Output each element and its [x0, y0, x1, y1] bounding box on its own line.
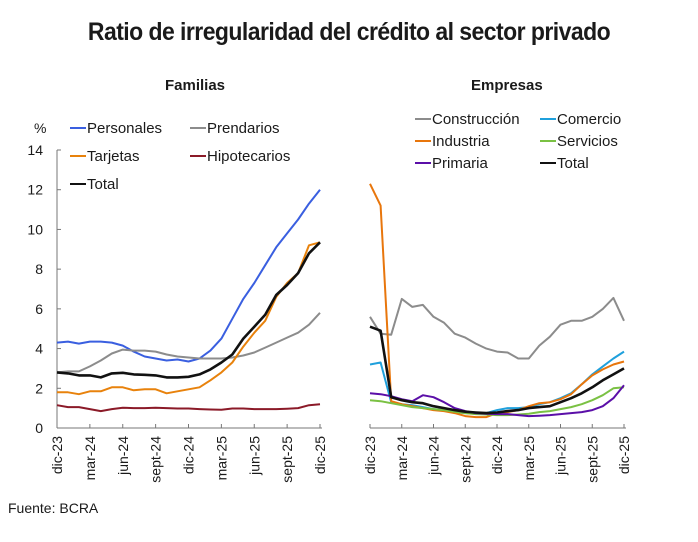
empresas-x-tick-label: jun-25 — [553, 436, 569, 476]
empresas-legend-label: Industria — [432, 133, 490, 150]
familias-x-tick-label: sept-25 — [279, 436, 295, 483]
chart-title: Ratio de irregularidad del crédito al se… — [87, 18, 611, 46]
panel-title-familias: Familias — [165, 77, 226, 94]
familias-legend-label: Prendarios — [207, 120, 280, 137]
familias-y-tick-label: 14 — [27, 142, 43, 158]
familias-y-tick-label: 4 — [35, 341, 43, 357]
familias-series-prendarios — [56, 312, 321, 374]
empresas-x-tick-label: dic-24 — [489, 436, 505, 474]
familias-y-tick-label: 0 — [35, 420, 43, 436]
empresas-x-tick-label: dic-25 — [616, 436, 632, 474]
familias-series-tarjetas — [57, 241, 321, 396]
familias-x-tick-label: dic-25 — [312, 436, 328, 474]
empresas-x-tick-label: jun-24 — [426, 436, 442, 476]
empresas-x-tick-label: sept-24 — [457, 436, 473, 483]
familias-series-total — [56, 241, 321, 379]
familias-legend-label: Tarjetas — [87, 148, 140, 165]
familias-y-tick-label: 6 — [35, 301, 43, 317]
empresas-x-tick-label: mar-25 — [521, 436, 537, 481]
source-note: Fuente: BCRA — [8, 500, 99, 516]
familias-x-tick-label: mar-25 — [213, 436, 229, 481]
panel-title-empresas: Empresas — [471, 77, 543, 94]
familias-y-tick-label: 8 — [35, 261, 43, 277]
familias-x-tick-label: sept-24 — [148, 436, 164, 483]
familias-legend-label: Total — [87, 176, 119, 193]
empresas-legend-label: Servicios — [557, 133, 618, 150]
familias-x-tick-label: mar-24 — [82, 436, 98, 481]
familias-x-tick-label: dic-24 — [181, 436, 197, 474]
familias-x-tick-label: dic-23 — [49, 436, 65, 474]
empresas-legend-label: Construcción — [432, 111, 520, 128]
empresas-legend-label: Comercio — [557, 111, 621, 128]
empresas-series-industria — [369, 183, 625, 419]
familias-y-unit-label: % — [34, 120, 46, 136]
familias-series-personales — [56, 189, 321, 363]
familias-y-tick-label: 12 — [27, 182, 43, 198]
empresas-series-construccin — [369, 296, 625, 360]
familias-y-tick-label: 10 — [27, 221, 43, 237]
familias-y-tick-label: 2 — [35, 380, 43, 396]
empresas-x-tick-label: mar-24 — [394, 436, 410, 481]
empresas-legend-label: Total — [557, 155, 589, 172]
empresas-x-tick-label: sept-25 — [584, 436, 600, 483]
familias-x-tick-label: jun-25 — [246, 436, 262, 476]
empresas-series-total — [369, 325, 625, 415]
familias-x-tick-label: jun-24 — [115, 436, 131, 476]
empresas-legend-label: Primaria — [432, 155, 488, 172]
familias-legend-label: Hipotecarios — [207, 148, 290, 165]
familias-legend-label: Personales — [87, 120, 162, 137]
empresas-x-tick-label: dic-23 — [362, 436, 378, 474]
familias-series-hipotecarios — [56, 403, 321, 413]
